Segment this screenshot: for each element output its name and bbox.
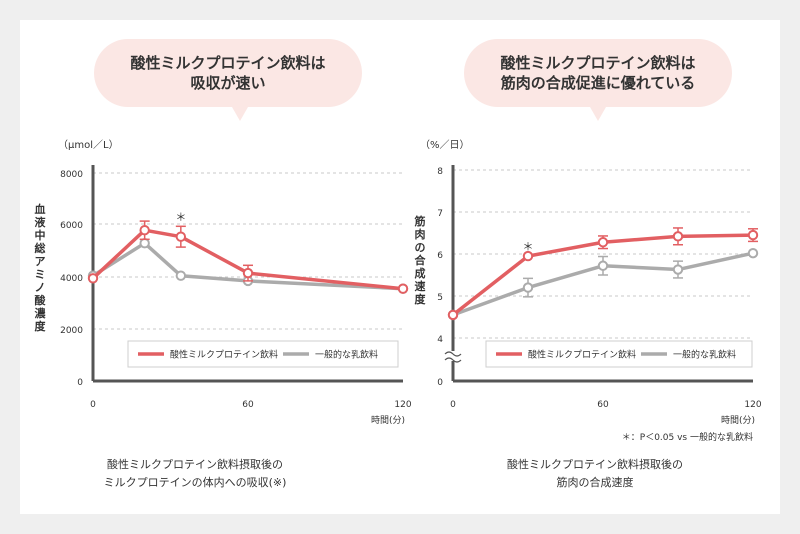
x-axis-label: 時間(分) — [721, 415, 755, 426]
chart-card: 酸性ミルクプロテイン飲料は 吸収が速い 0 2000 4000 6000 8000 0 60 12… — [20, 20, 780, 514]
data-point — [597, 260, 609, 271]
legend-box — [485, 340, 753, 368]
y-axis-label-char: 成 — [415, 266, 426, 280]
x-tick-label: 60 — [242, 400, 254, 410]
legend-label-1: 酸性ミルクプロテイン飲料 — [170, 349, 278, 361]
y-axis-label-char: 濃 — [35, 306, 47, 320]
data-point — [175, 270, 187, 281]
headline-line: 筋肉の合成促進に優れている — [500, 74, 696, 92]
axis-break-mark — [444, 357, 462, 363]
y-tick-label: 6000 — [60, 221, 83, 231]
legend-box — [127, 340, 399, 368]
y-axis-label-char: 酸 — [35, 293, 47, 307]
legend-label-2: 一般的な乳飲料 — [315, 349, 378, 361]
x-tick-label: 0 — [450, 400, 456, 410]
caption-line: 酸性ミルクプロテイン飲料摂取後の — [507, 457, 683, 471]
data-point — [522, 282, 534, 293]
y-axis-label: 筋肉の合成速度 — [414, 214, 427, 306]
y-axis-label-char: 速 — [415, 279, 426, 293]
y-axis-label-char: 筋 — [414, 214, 426, 228]
y-tick-label: 7 — [437, 209, 443, 219]
y-axis-label-char: ア — [35, 255, 46, 268]
unit-label: （%／日） — [420, 139, 470, 151]
data-point — [175, 231, 187, 242]
data-point — [747, 229, 759, 241]
headline-bubble — [464, 39, 732, 121]
x-tick-label: 120 — [744, 400, 761, 410]
x-axis-label: 時間(分) — [371, 415, 405, 426]
y-axis-label-char: ノ — [35, 281, 46, 294]
legend-label-2: 一般的な乳飲料 — [673, 349, 736, 361]
y-axis-label-char: の — [415, 241, 426, 254]
data-point — [397, 283, 409, 294]
y-tick-label: 6 — [437, 251, 443, 261]
y-tick-label: 0 — [77, 378, 83, 388]
y-axis-label-char: 総 — [35, 241, 46, 255]
x-tick-label: 120 — [394, 400, 411, 410]
headline-line: 酸性ミルクプロテイン飲料は — [500, 54, 695, 72]
y-axis-label-char: 肉 — [415, 227, 426, 241]
y-tick-label: 8000 — [60, 170, 83, 180]
axis-break-mask — [445, 351, 461, 361]
caption-line: 筋肉の合成速度 — [557, 475, 634, 489]
data-point — [747, 247, 759, 259]
caption-line: ミルクプロテインの体内への吸収(※) — [104, 475, 287, 489]
y-axis-label-char: ミ — [35, 268, 46, 281]
y-axis-label-char: 度 — [415, 292, 427, 306]
y-tick-label: 0 — [437, 378, 443, 388]
y-axis-label-char: 度 — [35, 319, 47, 333]
x-tick-label: 0 — [90, 400, 96, 410]
y-tick-label: 4000 — [60, 274, 83, 284]
headline-bubble — [94, 39, 362, 121]
data-point — [522, 250, 534, 262]
headline-line: 吸収が速い — [190, 74, 265, 92]
y-axis-label: 血液中総アミノ酸濃度 — [35, 202, 47, 333]
y-tick-label: 2000 — [60, 326, 83, 336]
unit-label: （μmol／L） — [58, 139, 119, 151]
data-point — [242, 267, 254, 279]
data-point — [597, 237, 609, 248]
data-point — [139, 225, 150, 236]
data-point — [447, 309, 459, 321]
y-axis-label-char: 中 — [35, 228, 46, 242]
y-tick-label: 4 — [437, 335, 443, 345]
x-tick-label: 60 — [597, 400, 609, 410]
data-point — [672, 231, 684, 242]
legend-label-1: 酸性ミルクプロテイン飲料 — [528, 349, 636, 361]
significance-marker: ＊ — [523, 240, 534, 253]
y-tick-label: 5 — [437, 293, 443, 303]
footnote: ＊：P＜0.05 vs 一般的な乳飲料 — [622, 431, 753, 443]
data-point — [672, 264, 684, 275]
caption-line: 酸性ミルクプロテイン飲料摂取後の — [107, 457, 283, 471]
y-axis-label-char: 合 — [415, 253, 427, 267]
y-axis-label-char: 血 — [35, 202, 46, 216]
y-axis-label-char: 液 — [35, 215, 47, 229]
headline-line: 酸性ミルクプロテイン飲料は — [130, 54, 325, 72]
y-tick-label: 8 — [437, 167, 443, 177]
data-point — [139, 238, 150, 249]
significance-marker: ＊ — [175, 210, 186, 223]
axis-break-mark — [444, 351, 462, 357]
data-point — [87, 273, 99, 284]
